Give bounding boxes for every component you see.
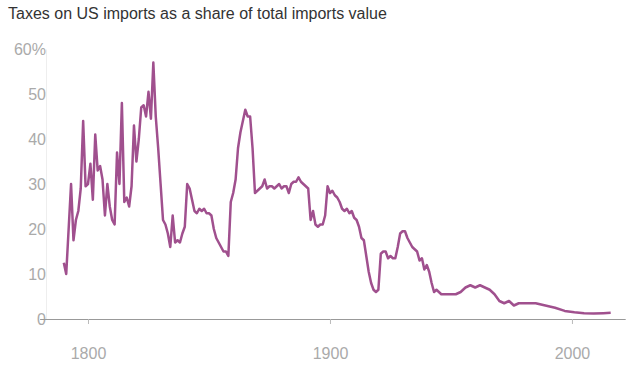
x-tick: 1900 [313, 319, 349, 362]
y-tick: 10 [28, 266, 46, 283]
x-tick-label: 1900 [313, 345, 349, 362]
x-tick-mark [330, 319, 331, 324]
y-tick-label: 50 [28, 86, 46, 103]
y-axis: 60%50403020100 [14, 41, 47, 328]
x-tick-mark [88, 319, 89, 324]
y-tick-label: 40 [28, 131, 46, 148]
plot-area [64, 63, 611, 314]
x-tick-label: 1800 [71, 345, 107, 362]
y-tick-label: 20 [28, 221, 46, 238]
y-tick: 50 [28, 86, 46, 103]
x-axis: 1800 1900 2000 [40, 319, 626, 362]
y-tick-label: 30 [28, 176, 46, 193]
x-tick: 1800 [71, 319, 107, 362]
y-tick: 40 [28, 131, 46, 148]
y-axis-line [46, 50, 47, 320]
y-tick: 60% [14, 41, 46, 58]
line [64, 63, 611, 314]
x-tick: 2000 [555, 319, 591, 362]
y-tick-label: 60% [14, 41, 46, 58]
y-tick: 20 [28, 221, 46, 238]
x-axis-line [40, 319, 626, 320]
y-tick-label: 10 [28, 266, 46, 283]
x-tick-mark [572, 319, 573, 324]
x-tick-label: 2000 [555, 345, 591, 362]
chart: Taxes on US imports as a share of total … [0, 0, 626, 381]
y-tick: 30 [28, 176, 46, 193]
title: Taxes on US imports as a share of total … [8, 5, 387, 22]
